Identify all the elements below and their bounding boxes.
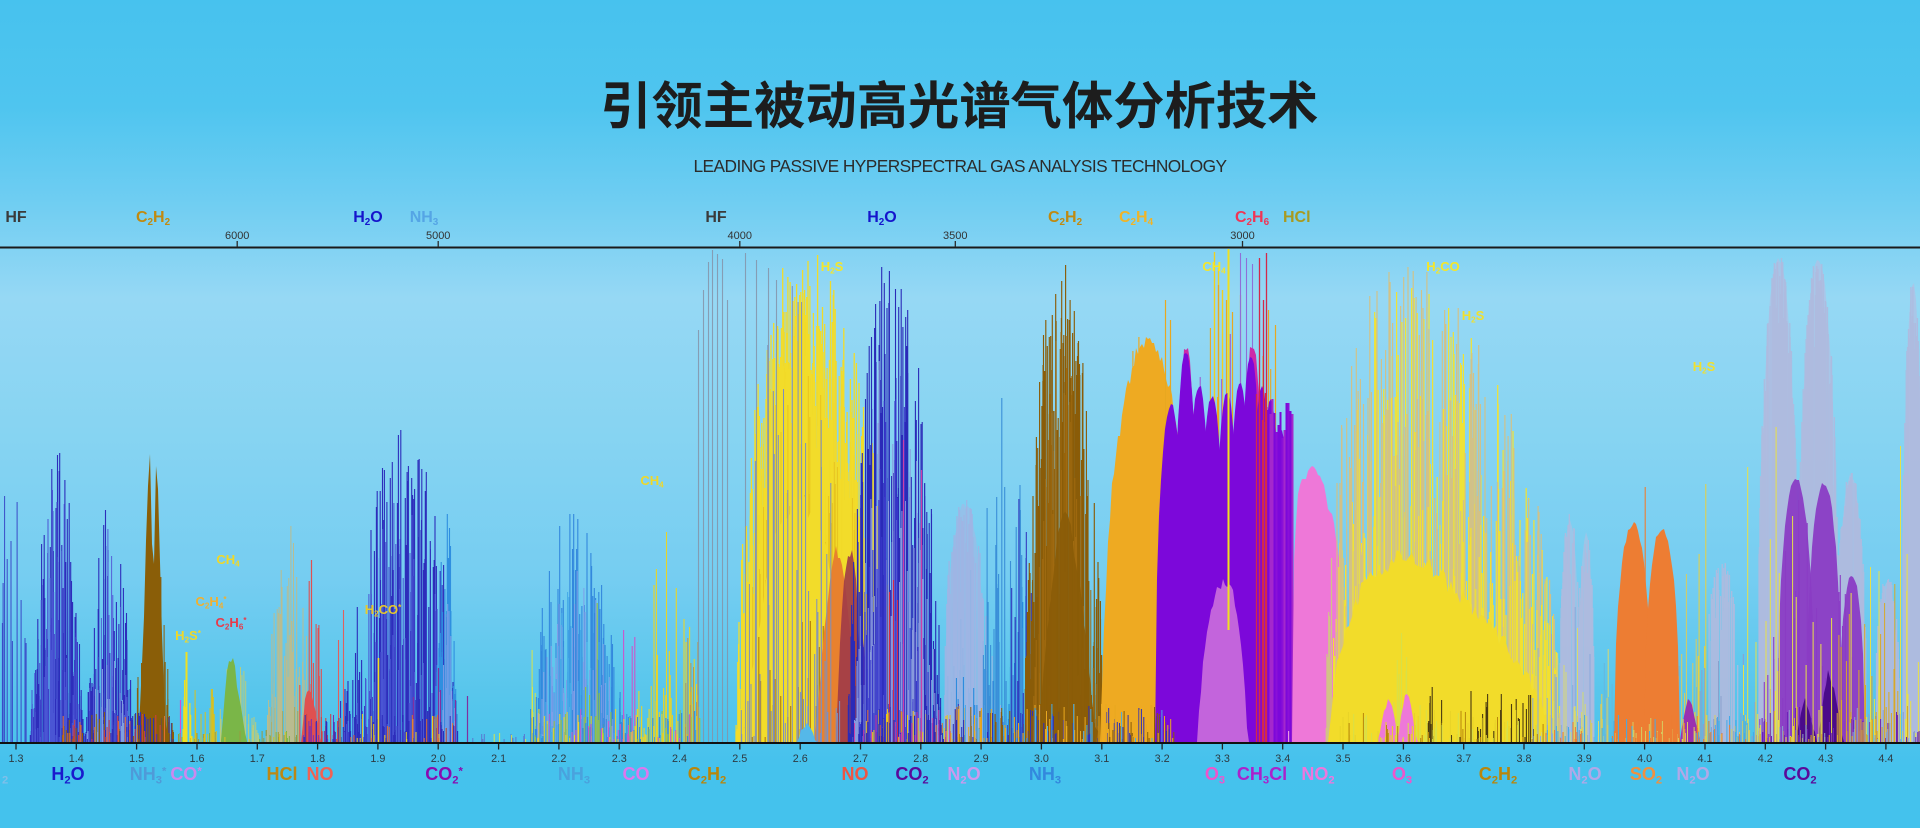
svg-text:H2O: H2O (867, 209, 897, 228)
svg-text:3.4: 3.4 (1275, 753, 1290, 765)
svg-text:1.8: 1.8 (310, 753, 325, 765)
svg-text:SO2: SO2 (1630, 764, 1662, 787)
svg-text:HF: HF (705, 209, 727, 226)
svg-text:4.3: 4.3 (1818, 753, 1833, 765)
svg-text:4.2: 4.2 (1758, 753, 1773, 765)
svg-text:O3: O3 (1392, 764, 1412, 787)
svg-text:CH4: CH4 (640, 473, 664, 490)
svg-text:3000: 3000 (1230, 230, 1254, 242)
svg-text:C2H4: C2H4 (1119, 209, 1154, 228)
svg-text:3.6: 3.6 (1396, 753, 1411, 765)
svg-text:3.1: 3.1 (1094, 753, 1109, 765)
svg-text:3.2: 3.2 (1155, 753, 1170, 765)
svg-text:3.9: 3.9 (1577, 753, 1592, 765)
svg-text:C2H4*: C2H4* (196, 594, 228, 611)
svg-text:H2S: H2S (821, 259, 844, 276)
svg-text:3.0: 3.0 (1034, 753, 1049, 765)
svg-text:O3: O3 (1205, 764, 1225, 787)
svg-text:3.5: 3.5 (1335, 753, 1350, 765)
svg-text:CH3Cl: CH3Cl (1237, 764, 1287, 787)
svg-text:NO: NO (842, 764, 869, 784)
svg-text:2.5: 2.5 (732, 753, 747, 765)
svg-text:CO2: CO2 (895, 764, 928, 787)
svg-text:4.1: 4.1 (1697, 753, 1712, 765)
svg-text:2.1: 2.1 (491, 753, 506, 765)
svg-text:H2O: H2O (353, 209, 383, 228)
svg-text:3500: 3500 (943, 230, 967, 242)
svg-text:H2CO: H2CO (1426, 259, 1459, 276)
svg-text:2: 2 (2, 775, 8, 787)
svg-text:2.2: 2.2 (551, 753, 566, 765)
svg-text:2.7: 2.7 (853, 753, 868, 765)
svg-text:CO*: CO* (170, 764, 202, 784)
svg-text:1.4: 1.4 (69, 753, 84, 765)
svg-text:1.7: 1.7 (250, 753, 265, 765)
svg-text:1.5: 1.5 (129, 753, 144, 765)
svg-text:4.0: 4.0 (1637, 753, 1652, 765)
svg-text:6000: 6000 (225, 230, 249, 242)
svg-text:H2O: H2O (51, 764, 84, 787)
svg-text:2.0: 2.0 (431, 753, 446, 765)
svg-text:2.8: 2.8 (913, 753, 928, 765)
svg-text:C2H2: C2H2 (1048, 209, 1083, 228)
svg-text:H2S: H2S (1462, 308, 1485, 325)
svg-text:3.8: 3.8 (1516, 753, 1531, 765)
svg-text:NH3: NH3 (1029, 764, 1061, 787)
svg-text:NH3: NH3 (410, 209, 439, 228)
svg-text:N2O: N2O (1568, 764, 1601, 787)
svg-text:3.3: 3.3 (1215, 753, 1230, 765)
svg-text:HF: HF (5, 209, 27, 226)
svg-text:1.9: 1.9 (370, 753, 385, 765)
svg-text:C2H2: C2H2 (1479, 764, 1517, 787)
svg-text:2.6: 2.6 (793, 753, 808, 765)
svg-text:H2S: H2S (1693, 359, 1716, 376)
svg-text:2.4: 2.4 (672, 753, 687, 765)
svg-text:4000: 4000 (728, 230, 752, 242)
svg-text:CO: CO (623, 764, 650, 784)
svg-text:H2S*: H2S* (175, 628, 202, 645)
svg-text:N2O: N2O (947, 764, 980, 787)
svg-text:CO2: CO2 (1783, 764, 1816, 787)
svg-text:C2H2: C2H2 (688, 764, 726, 787)
svg-text:5000: 5000 (426, 230, 450, 242)
svg-text:H2CO*: H2CO* (365, 602, 402, 619)
svg-text:NH3*: NH3* (130, 764, 167, 787)
svg-text:C2H6: C2H6 (1235, 209, 1270, 228)
svg-text:2.3: 2.3 (612, 753, 627, 765)
svg-text:HCl: HCl (1283, 209, 1311, 226)
svg-text:NH3: NH3 (558, 764, 590, 787)
svg-text:C2H2: C2H2 (136, 209, 171, 228)
svg-text:1.6: 1.6 (189, 753, 204, 765)
svg-text:1.3: 1.3 (8, 753, 23, 765)
svg-text:NO: NO (307, 764, 334, 784)
svg-text:HCl: HCl (267, 764, 298, 784)
svg-text:3.7: 3.7 (1456, 753, 1471, 765)
svg-text:C2H6*: C2H6* (216, 615, 248, 632)
svg-text:CH4: CH4 (1202, 259, 1226, 276)
svg-text:2.9: 2.9 (974, 753, 989, 765)
svg-text:CH4: CH4 (216, 552, 240, 569)
svg-text:CO2*: CO2* (425, 764, 463, 787)
svg-text:NO2: NO2 (1301, 764, 1334, 787)
svg-text:4.4: 4.4 (1878, 753, 1893, 765)
svg-text:N2O: N2O (1676, 764, 1709, 787)
svg-text:LEADING PASSIVE HYPERSPECTRAL: LEADING PASSIVE HYPERSPECTRAL GAS ANALYS… (694, 156, 1228, 176)
